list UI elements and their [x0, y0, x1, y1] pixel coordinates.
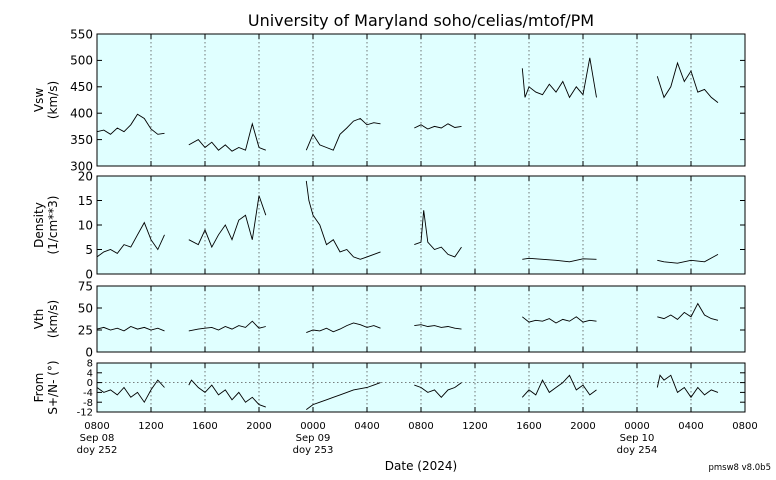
- panel-background: [97, 34, 745, 166]
- y-tick-label: 20: [78, 169, 93, 183]
- y-axis-label: From: [32, 373, 46, 403]
- y-tick-label: 25: [78, 323, 93, 337]
- data-line-vsw-3: [414, 123, 462, 130]
- panel-density: 0 5 10 15 20 Density (1/cm**3): [32, 169, 746, 281]
- data-line-density-1: [188, 195, 267, 249]
- y-tick-label: 300: [70, 159, 93, 173]
- data-line-density-0: [96, 221, 165, 258]
- y-tick-label: 0: [85, 345, 93, 359]
- y-axis-label: Vth: [32, 309, 46, 330]
- x-axis-label: Date (2024): [385, 459, 457, 473]
- x-tick-label: 0800: [84, 421, 109, 432]
- data-line-vth-3: [414, 324, 462, 330]
- y-axis-label: Density: [32, 202, 46, 248]
- x-tick-label: 0000: [300, 421, 325, 432]
- y-axis-label: (km/s): [46, 81, 60, 119]
- version-credit: pmsw8 v8.0b5: [708, 463, 771, 473]
- y-tick-label: 15: [78, 194, 93, 208]
- x-tick-label: 0800: [732, 421, 757, 432]
- x-doy-label: doy 253: [293, 445, 334, 456]
- data-line-vth-5: [657, 302, 719, 321]
- data-line-density-4: [522, 257, 597, 263]
- chart-title: University of Maryland soho/celias/mtof/…: [248, 11, 594, 30]
- data-line-flow-4: [521, 374, 597, 398]
- panel-vth: 0 25 50 75 Vth (km/s): [32, 279, 746, 359]
- x-doy-label: doy 252: [77, 445, 118, 456]
- y-tick-label: 4: [87, 368, 93, 379]
- y-tick-label: -8: [83, 398, 93, 409]
- x-tick-label: 0000: [624, 421, 649, 432]
- y-axis-label: (1/cm**3): [46, 196, 60, 255]
- y-tick-label: 5: [85, 243, 93, 257]
- x-tick-label: 1200: [138, 421, 163, 432]
- x-tick-label: 2000: [246, 421, 271, 432]
- y-tick-label: 350: [70, 133, 93, 147]
- data-line-flow-2: [306, 382, 381, 410]
- x-date-label: Sep 09: [296, 433, 331, 444]
- y-tick-label: 550: [70, 27, 93, 41]
- data-line-density-5: [657, 254, 719, 264]
- y-axis-label: S+/N- (°): [46, 360, 60, 414]
- y-tick-label: 50: [78, 301, 93, 315]
- data-line-vsw-4: [521, 57, 597, 99]
- y-tick-label: 10: [78, 218, 93, 232]
- y-tick-label: 500: [70, 54, 93, 68]
- x-date-label: Sep 10: [620, 433, 655, 444]
- x-tick-label: 0400: [354, 421, 379, 432]
- y-tick-label: 0: [85, 267, 93, 281]
- y-tick-label: 400: [70, 107, 93, 121]
- data-line-flow-1: [188, 379, 266, 408]
- data-line-flow-5: [656, 374, 719, 399]
- y-axis-label: Vsw: [32, 88, 46, 112]
- data-line-density-3: [414, 210, 462, 258]
- data-line-vsw-0: [96, 113, 165, 135]
- y-tick-label: 75: [78, 279, 93, 293]
- x-date-label: Sep 08: [80, 433, 115, 444]
- x-tick-label: 0400: [678, 421, 703, 432]
- data-line-flow-3: [414, 382, 462, 398]
- data-line-vth-1: [188, 320, 266, 332]
- y-tick-label: -12: [77, 408, 93, 419]
- y-tick-label: -4: [83, 388, 93, 399]
- data-line-vth-2: [306, 322, 381, 334]
- x-tick-label: 2000: [570, 421, 595, 432]
- x-doy-label: doy 254: [617, 445, 658, 456]
- data-line-vsw-2: [305, 117, 381, 151]
- y-tick-label: 8: [87, 359, 93, 370]
- x-tick-label: 0800: [408, 421, 433, 432]
- data-line-vth-4: [522, 316, 597, 324]
- y-tick-label: 450: [70, 80, 93, 94]
- data-line-density-2: [305, 180, 381, 260]
- data-line-vth-0: [96, 325, 165, 332]
- x-tick-label: 1200: [462, 421, 487, 432]
- data-line-vsw-5: [656, 61, 719, 103]
- x-tick-label: 1600: [516, 421, 541, 432]
- y-axis-label: (km/s): [46, 300, 60, 338]
- x-tick-label: 1600: [192, 421, 217, 432]
- y-tick-label: 0: [87, 378, 93, 389]
- data-line-vsw-1: [188, 122, 266, 152]
- panel-vsw: 300 350 400 450 500 550 Vsw (km/s): [32, 27, 746, 173]
- data-line-flow-0: [96, 379, 165, 404]
